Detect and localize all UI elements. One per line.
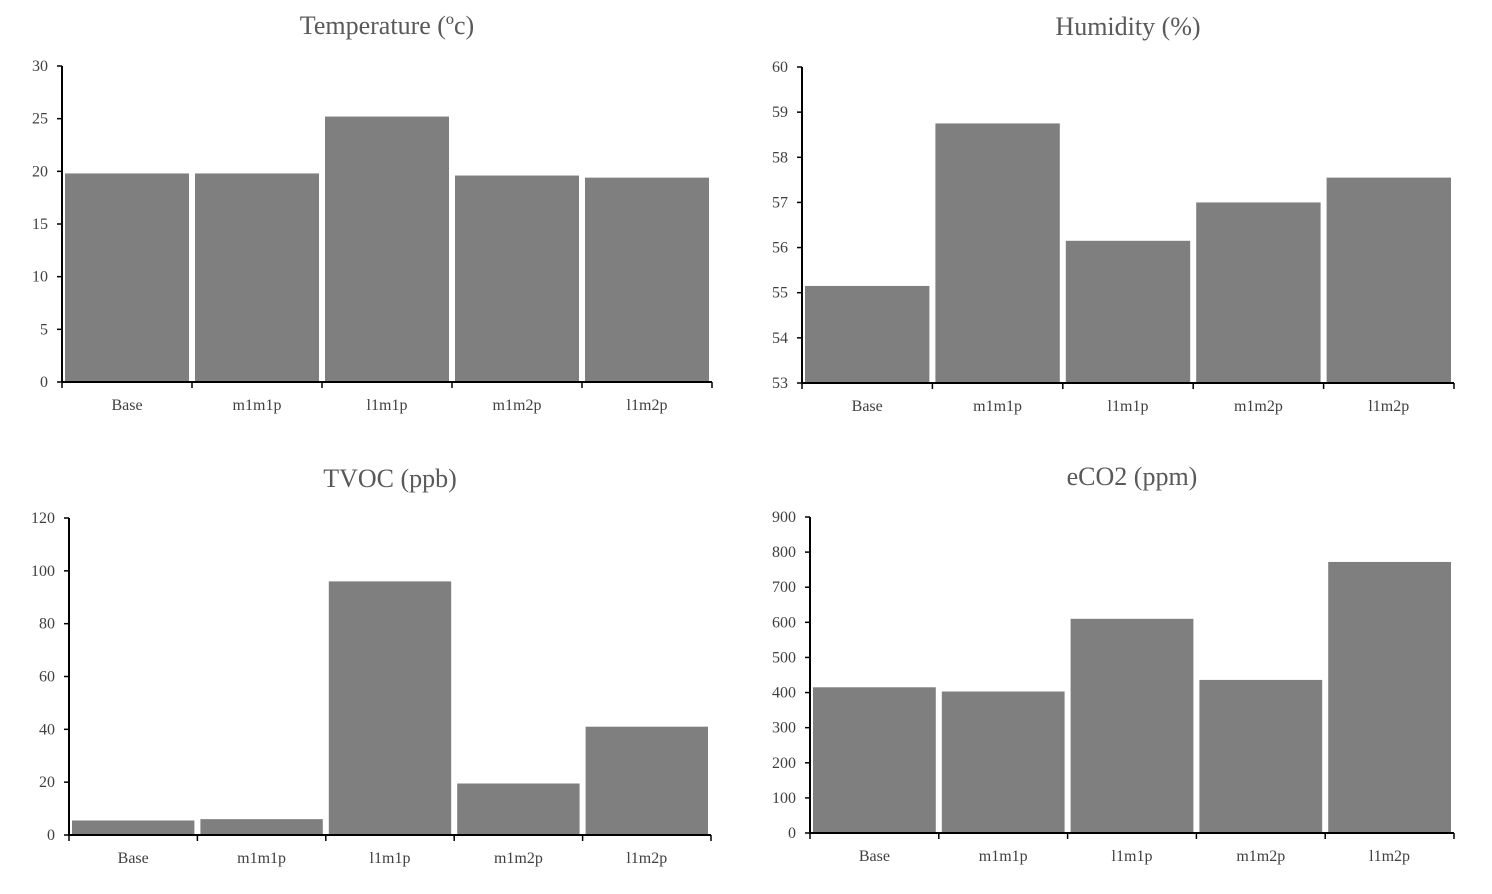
y-tick-label: 0 [788,825,796,842]
x-tick-label: m1m1p [973,398,1022,415]
y-tick-label: 60 [39,669,55,686]
y-tick-label: 60 [772,59,788,76]
x-tick-label: Base [118,850,149,867]
bar-m1m1p [195,173,319,382]
x-tick-label: Base [859,848,890,865]
bar-l1m2p [1328,561,1451,833]
bar-Base [813,687,936,833]
y-tick-label: 10 [32,269,48,286]
x-tick-label: m1m2p [493,397,542,414]
x-tick-label: m1m2p [1234,398,1283,415]
y-tick-label: 900 [772,509,796,526]
bar-m1m2p [457,783,580,835]
bar-m1m1p [200,819,323,835]
bar-m1m2p [455,175,579,382]
y-tick-label: 100 [31,563,55,580]
x-tick-label: l1m2p [626,850,667,867]
y-tick-label: 59 [772,104,788,121]
y-tick-label: 100 [772,790,796,807]
x-tick-label: m1m1p [233,397,282,414]
y-tick-label: 5 [40,321,48,338]
x-tick-label: l1m1p [367,397,408,414]
chart-panel-3: eCO2 (ppm) 0 100 200 300 400 500 600 700 800 900 Ba… [772,462,1455,865]
y-tick-label: 800 [772,544,796,561]
x-tick-label: Base [111,397,142,414]
bar-l1m1p [328,581,452,835]
y-tick-label: 30 [32,58,48,75]
chart-title: TVOC (ppb) [323,464,457,493]
bar-l1m1p [325,116,449,382]
y-tick-label: 20 [32,163,48,180]
y-tick-label: 53 [772,375,788,392]
y-tick-label: 300 [772,720,796,737]
bar-l1m2p [585,177,709,382]
x-tick-label: l1m2p [1368,398,1409,415]
x-tick-label: Base [852,398,883,415]
bar-l1m2p [1326,177,1451,383]
y-tick-label: 58 [772,149,788,166]
y-tick-label: 20 [39,774,55,791]
chart-panel-0: Temperature (ºc) 0 5 10 15 20 25 30 Base m1m1p l1m… [32,11,713,414]
y-tick-label: 54 [772,330,788,347]
bar-m1m2p [1199,679,1323,833]
chart-panel-2: TVOC (ppb) 0 20 40 60 80 100 120 Base m1m1p l1m1p m… [31,464,712,867]
x-tick-label: l1m2p [1369,848,1410,865]
chart-title: eCO2 (ppm) [1067,462,1198,491]
bar-Base [805,285,930,383]
x-tick-label: m1m2p [494,850,543,867]
bar-l1m1p [1065,240,1191,383]
bar-m1m2p [1196,202,1321,383]
x-tick-label: l1m2p [627,397,668,414]
bar-m1m1p [935,123,1060,383]
y-tick-label: 500 [772,649,796,666]
y-tick-label: 0 [40,374,48,391]
x-tick-label: l1m1p [1108,398,1149,415]
y-tick-label: 25 [32,111,48,128]
y-tick-label: 57 [772,194,788,211]
y-tick-label: 15 [32,216,48,233]
x-tick-label: m1m2p [1236,848,1285,865]
chart-title: Humidity (%) [1055,12,1200,41]
bar-l1m1p [1070,618,1194,833]
y-tick-label: 0 [47,827,55,844]
x-tick-label: m1m1p [237,850,286,867]
y-tick-label: 600 [772,614,796,631]
y-tick-label: 56 [772,240,788,257]
x-tick-label: l1m1p [370,850,411,867]
x-tick-label: l1m1p [1112,848,1153,865]
chart-panel-1: Humidity (%) 53 54 55 56 57 58 59 60 Base m1m1p l1m… [772,12,1455,415]
chart-title: Temperature (ºc) [300,11,474,40]
y-tick-label: 55 [772,285,788,302]
x-tick-label: m1m1p [979,848,1028,865]
y-tick-label: 120 [31,510,55,527]
bar-m1m1p [941,691,1065,833]
bar-l1m2p [585,726,708,835]
y-tick-label: 80 [39,616,55,633]
bar-Base [65,173,189,382]
y-tick-label: 700 [772,579,796,596]
bar-Base [72,820,195,835]
y-tick-label: 400 [772,685,796,702]
y-tick-label: 200 [772,755,796,772]
y-tick-label: 40 [39,721,55,738]
